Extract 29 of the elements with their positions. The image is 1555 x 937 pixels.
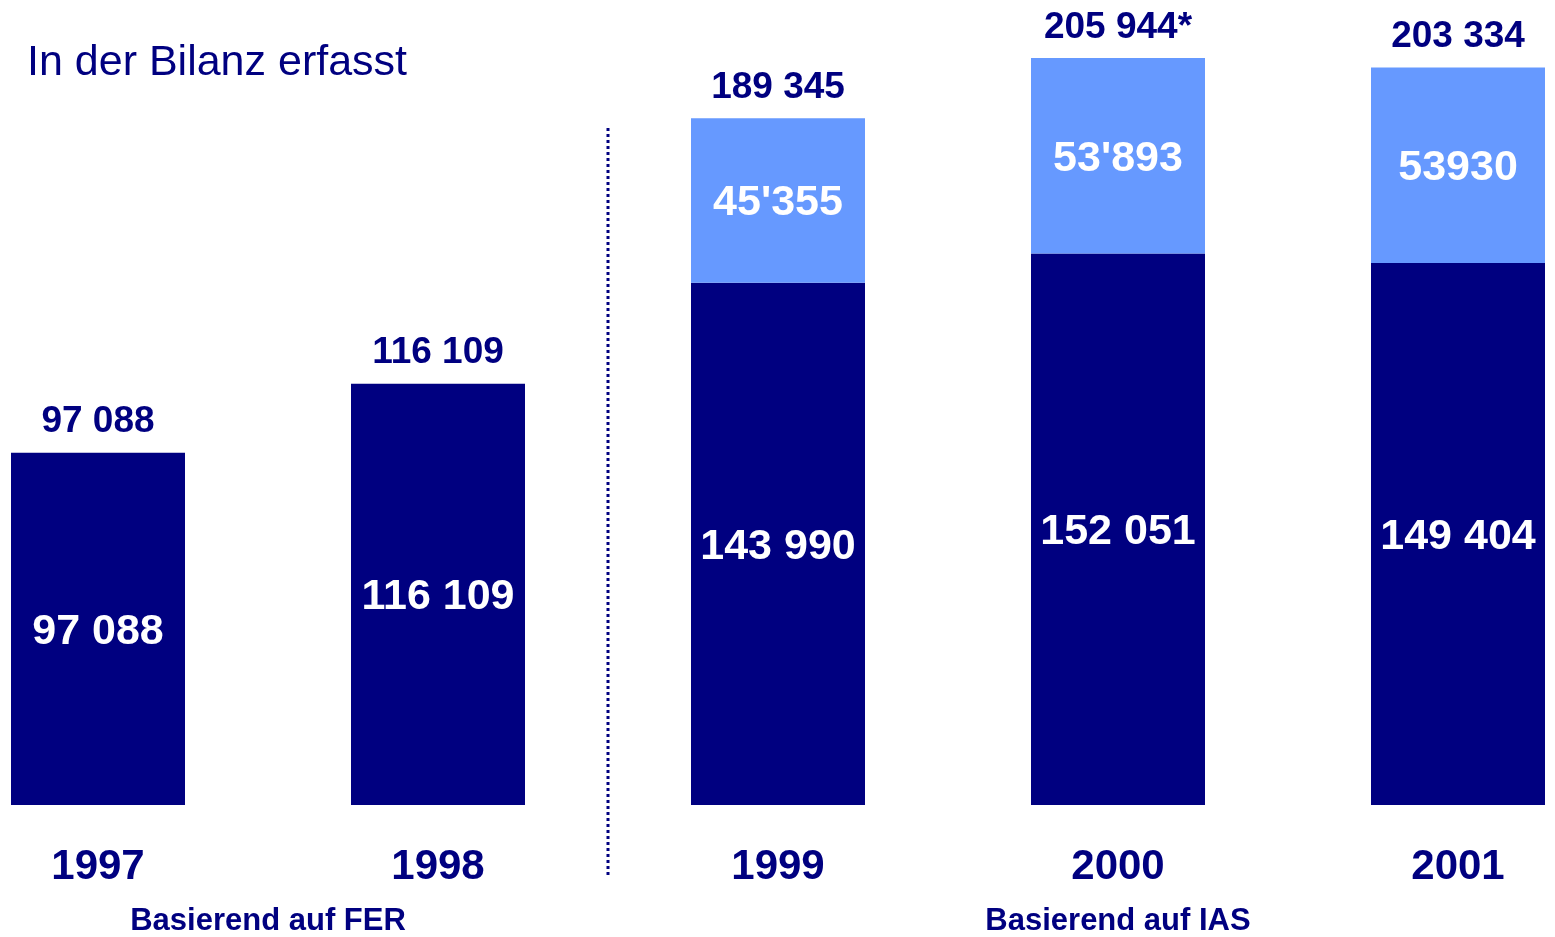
x-tick-label: 2000: [1071, 840, 1165, 888]
data-label: 45'355: [713, 176, 843, 225]
bar: [1031, 58, 1205, 254]
total-label: 189 345: [711, 64, 845, 106]
total-label: 203 334: [1391, 13, 1526, 55]
x-tick-label: 1998: [391, 840, 485, 888]
x-tick-label: 1997: [51, 840, 145, 888]
text: Basierend auf FER: [130, 901, 406, 937]
data-label: 152 051: [1040, 505, 1196, 554]
total-label: 116 109: [372, 330, 504, 372]
data-label: 116 109: [361, 570, 515, 619]
data-label: 53930: [1398, 141, 1518, 190]
total-label: 205 944*: [1043, 4, 1193, 46]
bar: [1371, 67, 1545, 264]
bar: [1031, 253, 1205, 805]
bar: [1371, 263, 1545, 805]
total-label: 97 088: [41, 399, 155, 441]
chart-title: In der Bilanz erfasst: [27, 35, 408, 84]
bar: [691, 118, 865, 283]
x-tick-label: 1999: [731, 840, 825, 888]
bar: [691, 282, 865, 805]
data-label: 143 990: [700, 519, 856, 568]
x-tick-label: 2001: [1411, 840, 1505, 888]
data-label: 149 404: [1380, 510, 1536, 559]
bar: [11, 452, 185, 805]
text: Basierend auf IAS: [985, 901, 1251, 937]
bar: [351, 383, 525, 805]
data-label: 53'893: [1053, 131, 1183, 180]
data-label: 97 088: [32, 604, 164, 653]
